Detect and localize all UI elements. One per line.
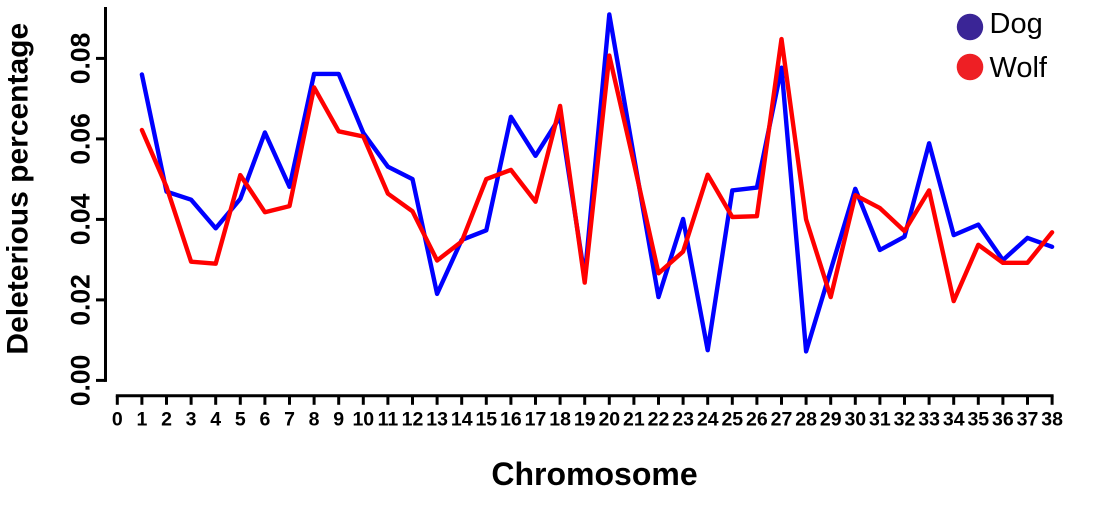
svg-text:7: 7 bbox=[284, 408, 295, 430]
svg-text:29: 29 bbox=[820, 408, 842, 430]
svg-text:34: 34 bbox=[943, 408, 965, 430]
svg-text:26: 26 bbox=[746, 408, 768, 430]
svg-text:0.00: 0.00 bbox=[66, 355, 96, 407]
svg-text:0.08: 0.08 bbox=[66, 33, 96, 85]
svg-text:17: 17 bbox=[525, 408, 547, 430]
svg-text:13: 13 bbox=[426, 408, 448, 430]
svg-text:35: 35 bbox=[967, 408, 989, 430]
svg-text:12: 12 bbox=[402, 408, 424, 430]
svg-text:38: 38 bbox=[1041, 408, 1063, 430]
svg-text:0.06: 0.06 bbox=[66, 113, 96, 165]
svg-text:22: 22 bbox=[648, 408, 670, 430]
svg-text:30: 30 bbox=[844, 408, 866, 430]
svg-text:33: 33 bbox=[918, 408, 940, 430]
svg-text:25: 25 bbox=[721, 408, 743, 430]
svg-text:28: 28 bbox=[795, 408, 817, 430]
svg-text:5: 5 bbox=[235, 408, 246, 430]
svg-text:19: 19 bbox=[574, 408, 596, 430]
svg-text:37: 37 bbox=[1017, 408, 1039, 430]
svg-text:16: 16 bbox=[500, 408, 522, 430]
svg-text:4: 4 bbox=[210, 408, 221, 430]
svg-text:0.02: 0.02 bbox=[66, 274, 96, 326]
svg-text:Deleterious percentage: Deleterious percentage bbox=[2, 23, 35, 355]
svg-text:15: 15 bbox=[475, 408, 497, 430]
svg-text:Chromosome: Chromosome bbox=[491, 456, 697, 492]
svg-text:0.04: 0.04 bbox=[66, 193, 96, 245]
svg-text:24: 24 bbox=[697, 408, 719, 430]
svg-text:0: 0 bbox=[112, 408, 123, 430]
svg-text:14: 14 bbox=[451, 408, 473, 430]
svg-text:10: 10 bbox=[352, 408, 374, 430]
svg-text:11: 11 bbox=[378, 408, 399, 430]
svg-text:18: 18 bbox=[549, 408, 571, 430]
svg-text:32: 32 bbox=[894, 408, 916, 430]
svg-text:27: 27 bbox=[771, 408, 793, 430]
svg-text:31: 31 bbox=[869, 408, 891, 430]
svg-text:Wolf: Wolf bbox=[990, 52, 1048, 84]
svg-text:36: 36 bbox=[992, 408, 1014, 430]
svg-text:2: 2 bbox=[161, 408, 172, 430]
svg-text:3: 3 bbox=[186, 408, 197, 430]
svg-text:6: 6 bbox=[259, 408, 270, 430]
svg-text:20: 20 bbox=[598, 408, 620, 430]
svg-text:1: 1 bbox=[136, 408, 147, 430]
svg-text:23: 23 bbox=[672, 408, 694, 430]
svg-text:21: 21 bbox=[623, 408, 645, 430]
svg-text:9: 9 bbox=[333, 408, 344, 430]
svg-text:8: 8 bbox=[309, 408, 320, 430]
svg-text:Dog: Dog bbox=[990, 8, 1043, 40]
